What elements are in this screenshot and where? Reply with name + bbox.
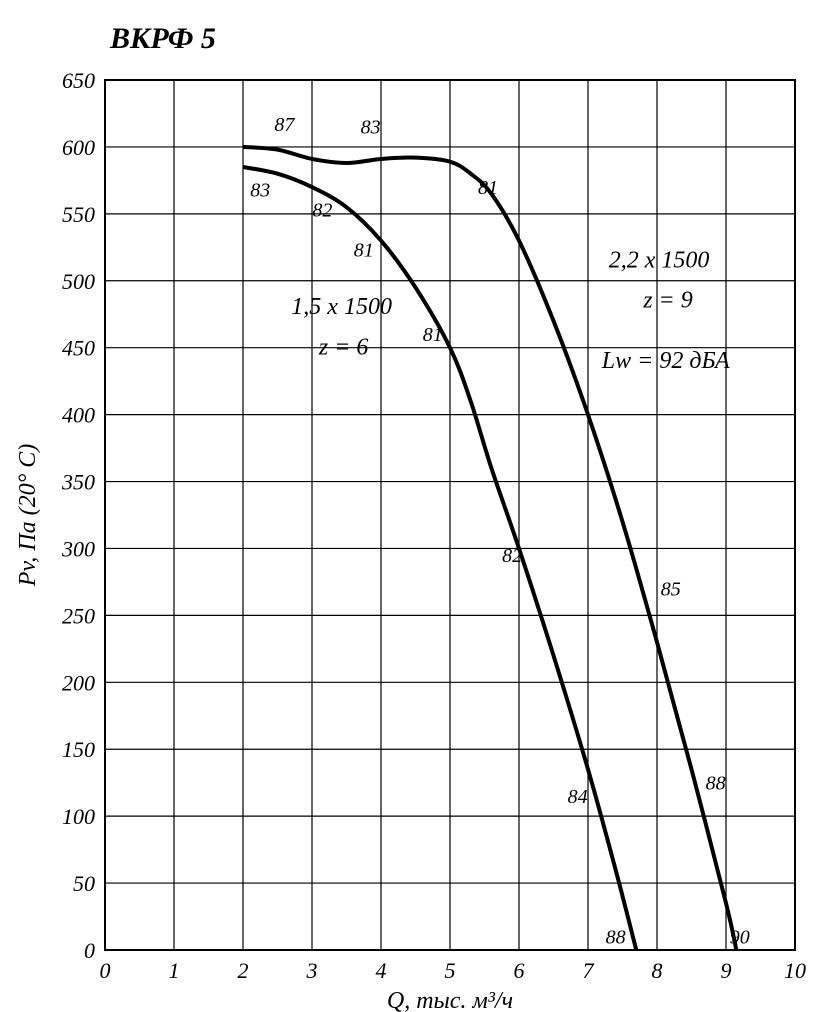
y-tick-label: 400: [62, 403, 95, 428]
y-tick-label: 450: [62, 336, 95, 361]
x-tick-label: 0: [100, 958, 111, 983]
x-tick-label: 7: [583, 958, 595, 983]
curve-point-label: 87: [274, 114, 295, 136]
curve-point-label: 88: [606, 926, 626, 948]
annotation-text: z = 9: [642, 288, 693, 314]
y-tick-label: 150: [62, 737, 95, 762]
y-tick-label: 300: [61, 536, 95, 561]
annotation-text: Lw = 92 дБА: [601, 348, 730, 374]
chart-container: ВКРФ 50123456789100501001502002503003504…: [0, 0, 815, 1012]
curve-point-label: 84: [568, 786, 588, 808]
curve-point-label: 81: [354, 240, 374, 262]
annotation-text: z = 6: [318, 334, 369, 360]
annotation-text: 1,5 x 1500: [291, 294, 392, 320]
y-tick-label: 550: [62, 202, 95, 227]
curve-point-label: 88: [706, 772, 726, 794]
x-tick-label: 6: [514, 958, 525, 983]
y-axis-title: Pv, Па (20° C): [15, 444, 41, 587]
annotation-text: 2,2 x 1500: [609, 247, 710, 273]
curve-point-label: 82: [502, 545, 522, 567]
x-axis-title: Q, тыс. м³/ч: [387, 988, 513, 1012]
y-tick-label: 500: [62, 269, 95, 294]
curve-point-label: 83: [361, 117, 381, 139]
curve-point-label: 83: [250, 179, 270, 201]
y-tick-label: 100: [62, 804, 95, 829]
y-tick-label: 200: [62, 670, 95, 695]
x-tick-label: 9: [721, 958, 732, 983]
x-tick-label: 10: [784, 958, 806, 983]
chart-title: ВКРФ 5: [109, 22, 216, 55]
y-tick-label: 50: [73, 871, 95, 896]
x-tick-label: 3: [306, 958, 318, 983]
fan-chart: ВКРФ 50123456789100501001502002503003504…: [0, 0, 815, 1012]
y-tick-label: 350: [61, 470, 95, 495]
curve-point-label: 82: [312, 200, 332, 222]
y-tick-label: 250: [62, 603, 95, 628]
y-tick-label: 600: [62, 135, 95, 160]
x-tick-label: 2: [238, 958, 249, 983]
curve-point-label: 85: [661, 578, 681, 600]
x-tick-label: 5: [445, 958, 456, 983]
curve-point-label: 81: [423, 324, 443, 346]
curve-point-label: 81: [478, 177, 498, 199]
x-tick-label: 4: [376, 958, 387, 983]
curve-point-label: 90: [730, 926, 750, 948]
x-tick-label: 1: [169, 958, 180, 983]
y-tick-label: 650: [62, 68, 95, 93]
curve-1-5x1500: [243, 167, 636, 950]
y-tick-label: 0: [84, 938, 95, 963]
x-tick-label: 8: [652, 958, 663, 983]
